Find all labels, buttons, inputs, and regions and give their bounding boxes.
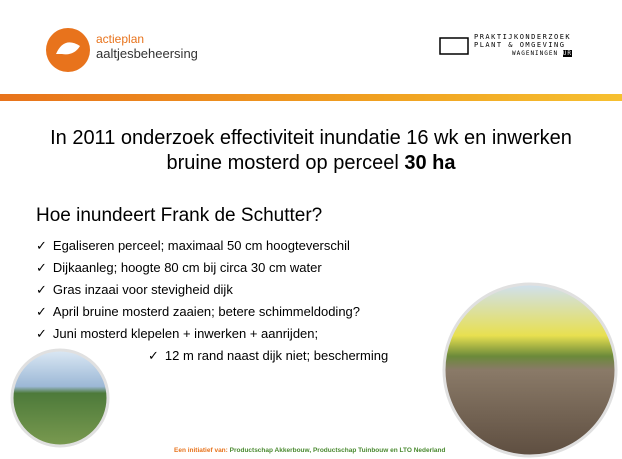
check-mark: ✓ [36,238,47,253]
check-mark: ✓ [36,282,47,297]
partner-line2: PLANT & OMGEVING [474,41,565,49]
slide: actieplan aaltjesbeheersing PRAKTIJKONDE… [0,0,622,459]
check-mark: ✓ [148,348,159,363]
decor [0,0,622,459]
photo-field [444,284,616,456]
title-bold: 30 ha [404,152,455,174]
partner-line3: WAGENINGEN UR [512,50,572,57]
check-mark: ✓ [36,260,47,275]
partner-name: WAGENINGEN [512,50,558,57]
check-mark: ✓ [36,304,47,319]
bullet: ✓ Egaliseren perceel; maximaal 50 cm hoog… [36,238,356,254]
footer-text: Productschap Akkerbouw, Productschap Tui… [230,447,446,454]
bullet: ✓ Dijkaanleg; hoogte 80 cm bij circa 30 c… [36,260,328,276]
bullet: ✓ April bruine mosterd zaaien; betere sch… [36,304,366,320]
partner-icon [440,38,468,54]
header-bar [0,94,622,101]
bullet-text: Juni mosterd klepelen + inwerken + aanri… [53,326,318,341]
partner-ur: UR [563,50,572,57]
logo-line1: actieplan [96,32,144,46]
title-text: In 2011 onderzoek effectiviteit inundati… [50,127,572,174]
bullet-text: Gras inzaai voor stevigheid dijk [53,282,233,297]
check-mark: ✓ [36,326,47,341]
title: In 2011 onderzoek effectiviteit inundati… [50,126,572,176]
bullet-text: Dijkaanleg; hoogte 80 cm bij circa 30 cm… [53,260,322,275]
bullet: ✓ 12 m rand naast dijk niet; bescherming [148,348,394,364]
bullet-text: 12 m rand naast dijk niet; bescherming [165,348,388,363]
photo-dike [12,350,108,446]
footer: Een initiatief van: Productschap Akkerbo… [174,447,446,454]
logo-line2: aaltjesbeheersing [96,46,198,61]
bullet: ✓ Gras inzaai voor stevigheid dijk [36,282,239,298]
bullet-text: Egaliseren perceel; maximaal 50 cm hoogt… [53,238,350,253]
subtitle: Hoe inundeert Frank de Schutter? [36,205,322,227]
footer-label: Een initiatief van: [174,447,228,454]
partner-line1: PRAKTIJKONDERZOEK [474,33,571,41]
bullet-text: April bruine mosterd zaaien; betere schi… [53,304,360,319]
bullet: ✓ Juni mosterd klepelen + inwerken + aanr… [36,326,324,342]
